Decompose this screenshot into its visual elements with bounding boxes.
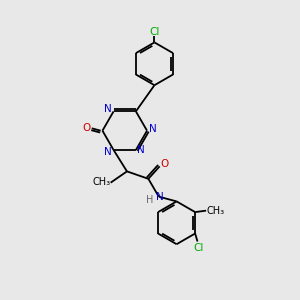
Text: O: O xyxy=(160,159,168,169)
Text: N: N xyxy=(104,147,112,158)
Text: N: N xyxy=(148,124,156,134)
Text: O: O xyxy=(82,123,91,133)
Text: N: N xyxy=(137,145,145,155)
Text: CH₃: CH₃ xyxy=(206,206,224,216)
Text: CH₃: CH₃ xyxy=(92,177,110,187)
Text: N: N xyxy=(156,192,164,202)
Text: Cl: Cl xyxy=(149,27,160,37)
Text: Cl: Cl xyxy=(193,243,203,253)
Text: N: N xyxy=(104,104,112,114)
Text: H: H xyxy=(146,195,153,205)
